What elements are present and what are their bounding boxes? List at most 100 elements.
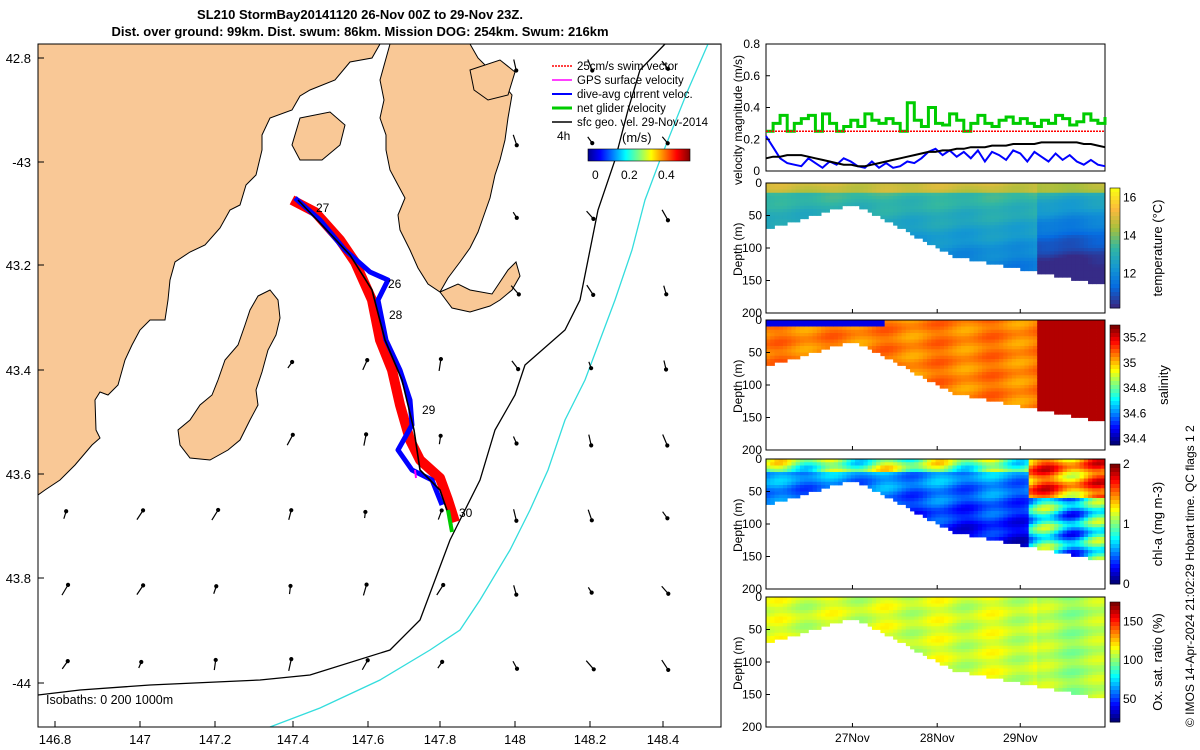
section-cell — [846, 459, 852, 463]
section-cell — [778, 498, 784, 502]
section-cell — [1096, 378, 1102, 383]
section-cell — [799, 342, 805, 347]
section-cell — [969, 381, 975, 386]
section-cell — [893, 462, 898, 466]
section-cell — [977, 494, 983, 499]
section-cell — [876, 475, 881, 479]
section-cell — [1100, 404, 1106, 409]
section-cell — [927, 333, 932, 337]
section-cell — [893, 205, 898, 210]
section-cell — [770, 192, 775, 197]
section-cell — [829, 333, 835, 337]
section-cell — [999, 339, 1004, 344]
section-cell — [1020, 465, 1025, 470]
section-cell — [948, 385, 953, 389]
section-cell — [969, 196, 975, 200]
section-cell — [943, 520, 949, 525]
section-cell — [1088, 475, 1093, 479]
section-cell — [1096, 225, 1102, 229]
geo-vel-arrowhead — [666, 591, 671, 596]
section-cell — [782, 610, 788, 614]
section-cell — [1003, 261, 1008, 265]
map-x-tick: 147 — [129, 732, 151, 747]
colorbar-step — [1110, 361, 1120, 366]
section-cell — [846, 202, 852, 207]
section-cell — [766, 475, 771, 479]
section-cell — [1007, 514, 1013, 518]
section-cell — [774, 339, 780, 344]
section-cell — [948, 511, 953, 515]
section-cell — [982, 527, 987, 531]
section-cell — [1096, 485, 1102, 489]
section-cell — [1028, 468, 1034, 473]
section-cell — [914, 498, 919, 502]
section-cell — [804, 485, 809, 489]
section-cell — [973, 254, 979, 259]
section-cell — [787, 603, 792, 608]
section-cell — [1100, 238, 1106, 242]
section-cell — [782, 475, 788, 479]
section-cell — [897, 215, 902, 220]
section-cell — [1032, 248, 1038, 252]
section-cell — [1041, 205, 1047, 210]
section-cell — [1075, 553, 1080, 557]
section-cell — [1075, 270, 1080, 275]
section-cell — [1088, 465, 1093, 470]
section-cell — [770, 346, 775, 350]
section-cell — [935, 459, 941, 463]
section-cell — [1066, 372, 1072, 376]
section-cell — [973, 488, 979, 492]
section-cell — [1037, 501, 1042, 505]
section-cell — [1016, 494, 1021, 499]
section-cell — [990, 225, 996, 229]
section-cell — [1016, 381, 1021, 386]
section-cell — [999, 537, 1004, 541]
section-cell — [791, 616, 797, 621]
section-cell — [842, 323, 847, 327]
section-cell — [833, 320, 839, 324]
section-cell — [1041, 498, 1047, 502]
section-cell — [939, 485, 945, 489]
section-cell — [825, 320, 830, 324]
section-cell — [1049, 231, 1055, 236]
section-cell — [939, 359, 945, 363]
section-cell — [965, 228, 970, 233]
section-cell — [1088, 183, 1093, 187]
section-cell — [994, 254, 1000, 259]
section-cell — [897, 323, 902, 327]
section-cell — [897, 333, 902, 337]
section-cell — [1054, 485, 1059, 489]
section-cell — [1058, 550, 1064, 554]
section-cell — [927, 378, 932, 383]
section-cell — [808, 189, 814, 194]
section-cell — [982, 241, 987, 246]
geo-vel-arrowhead — [664, 292, 669, 297]
section-cell — [1071, 527, 1076, 531]
section-cell — [939, 225, 945, 229]
section-cell — [948, 504, 953, 509]
section-cell — [1024, 504, 1030, 509]
section-cell — [871, 488, 877, 492]
section-cell — [977, 472, 983, 476]
section-cell — [1049, 459, 1055, 463]
colorbar-step — [1110, 520, 1120, 525]
section-cell — [1071, 378, 1076, 383]
section-cell — [965, 183, 970, 187]
section-cell — [1003, 478, 1008, 483]
section-cell — [1041, 320, 1047, 324]
section-cell — [952, 218, 958, 223]
colorbar-label: temperature (°C) — [1150, 200, 1165, 297]
section-cell — [965, 339, 970, 344]
section-cell — [1066, 472, 1072, 476]
section-cell — [905, 222, 911, 226]
section-cell — [948, 199, 953, 203]
section-cell — [893, 189, 898, 194]
section-cell — [927, 355, 932, 360]
section-cell — [888, 465, 894, 470]
section-cell — [1041, 462, 1047, 466]
section-cell — [965, 378, 970, 383]
section-cell — [1071, 231, 1076, 236]
velocity-series-line — [765, 135, 1106, 170]
section-cell — [990, 481, 996, 486]
section-cell — [795, 339, 801, 344]
